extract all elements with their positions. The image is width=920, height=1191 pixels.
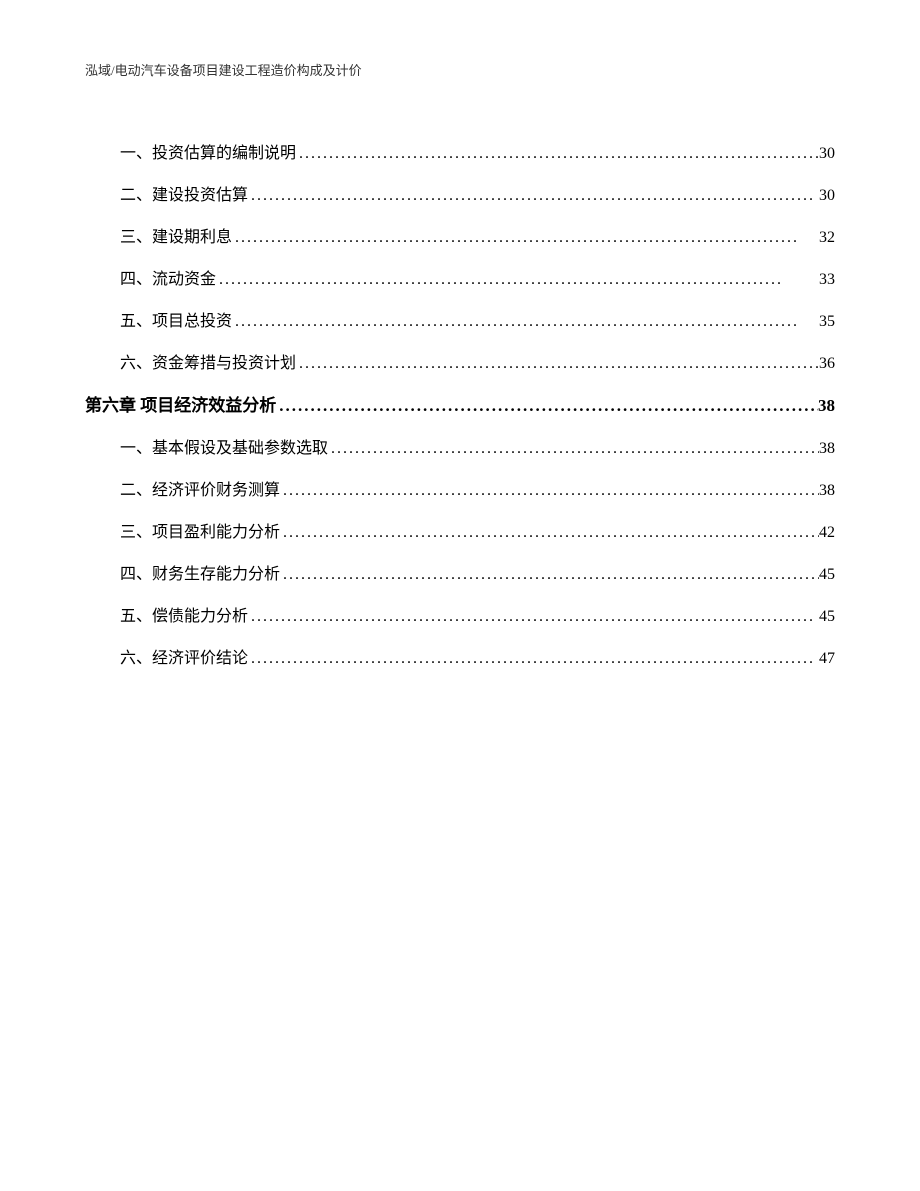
toc-page: 47 xyxy=(819,650,835,668)
toc-entry: 六、 资金筹措与投资计划 ...........................… xyxy=(85,349,835,373)
toc-entry: 一、 投资估算的编制说明 ...........................… xyxy=(85,139,835,163)
toc-entry: 三、 项目盈利能力分析 ............................… xyxy=(85,518,835,542)
toc-title: 项目经济效益分析 xyxy=(140,391,276,416)
toc-entry: 六、 经济评价结论 ..............................… xyxy=(85,644,835,668)
toc-title: 经济评价结论 xyxy=(152,644,248,668)
toc-title: 财务生存能力分析 xyxy=(152,560,280,584)
toc-number: 第六章 xyxy=(85,391,136,416)
toc-number: 六、 xyxy=(120,644,152,668)
toc-leader: ........................................… xyxy=(276,396,818,416)
toc-number: 五、 xyxy=(120,602,152,626)
toc-title: 建设期利息 xyxy=(152,223,232,247)
toc-number: 四、 xyxy=(120,560,152,584)
toc-leader: ........................................… xyxy=(280,566,819,584)
toc-number: 五、 xyxy=(120,307,152,331)
toc-page: 33 xyxy=(819,271,835,289)
toc-page: 32 xyxy=(819,229,835,247)
toc-leader: ........................................… xyxy=(280,524,819,542)
toc-title: 项目总投资 xyxy=(152,307,232,331)
toc-number: 六、 xyxy=(120,349,152,373)
toc-leader: ........................................… xyxy=(232,229,819,247)
toc-number: 二、 xyxy=(120,181,152,205)
table-of-contents: 一、 投资估算的编制说明 ...........................… xyxy=(85,139,835,668)
toc-leader: ........................................… xyxy=(328,440,819,458)
toc-entry: 五、 项目总投资 ...............................… xyxy=(85,307,835,331)
toc-leader: ........................................… xyxy=(232,313,819,331)
toc-leader: ........................................… xyxy=(296,145,819,163)
toc-entry: 二、 经济评价财务测算 ............................… xyxy=(85,476,835,500)
toc-page: 42 xyxy=(819,524,835,542)
toc-entry: 二、 建设投资估算 ..............................… xyxy=(85,181,835,205)
toc-leader: ........................................… xyxy=(248,187,819,205)
toc-title: 经济评价财务测算 xyxy=(152,476,280,500)
toc-entry: 五、 偿债能力分析 ..............................… xyxy=(85,602,835,626)
toc-leader: ........................................… xyxy=(216,271,819,289)
toc-title: 资金筹措与投资计划 xyxy=(152,349,296,373)
toc-number: 三、 xyxy=(120,518,152,542)
toc-leader: ........................................… xyxy=(248,650,819,668)
toc-title: 流动资金 xyxy=(152,265,216,289)
toc-page: 38 xyxy=(819,440,835,458)
toc-number: 一、 xyxy=(120,434,152,458)
toc-title: 基本假设及基础参数选取 xyxy=(152,434,328,458)
toc-entry: 四、 流动资金 ................................… xyxy=(85,265,835,289)
document-header: 泓域/电动汽车设备项目建设工程造价构成及计价 xyxy=(85,60,835,79)
toc-title: 项目盈利能力分析 xyxy=(152,518,280,542)
toc-leader: ........................................… xyxy=(248,608,819,626)
toc-title: 建设投资估算 xyxy=(152,181,248,205)
toc-entry: 三、 建设期利息 ...............................… xyxy=(85,223,835,247)
toc-page: 45 xyxy=(819,608,835,626)
toc-number: 二、 xyxy=(120,476,152,500)
header-text: 泓域/电动汽车设备项目建设工程造价构成及计价 xyxy=(85,63,362,78)
toc-number: 一、 xyxy=(120,139,152,163)
toc-page: 30 xyxy=(819,187,835,205)
toc-page: 36 xyxy=(819,355,835,373)
toc-number: 四、 xyxy=(120,265,152,289)
toc-page: 38 xyxy=(818,396,835,416)
toc-entry: 一、 基本假设及基础参数选取 .........................… xyxy=(85,434,835,458)
toc-page: 38 xyxy=(819,482,835,500)
toc-leader: ........................................… xyxy=(280,482,819,500)
toc-leader: ........................................… xyxy=(296,355,819,373)
toc-title: 偿债能力分析 xyxy=(152,602,248,626)
toc-number: 三、 xyxy=(120,223,152,247)
toc-chapter: 第六章 项目经济效益分析 ...........................… xyxy=(85,391,835,416)
toc-page: 30 xyxy=(819,145,835,163)
toc-page: 35 xyxy=(819,313,835,331)
toc-title: 投资估算的编制说明 xyxy=(152,139,296,163)
toc-entry: 四、 财务生存能力分析 ............................… xyxy=(85,560,835,584)
toc-page: 45 xyxy=(819,566,835,584)
